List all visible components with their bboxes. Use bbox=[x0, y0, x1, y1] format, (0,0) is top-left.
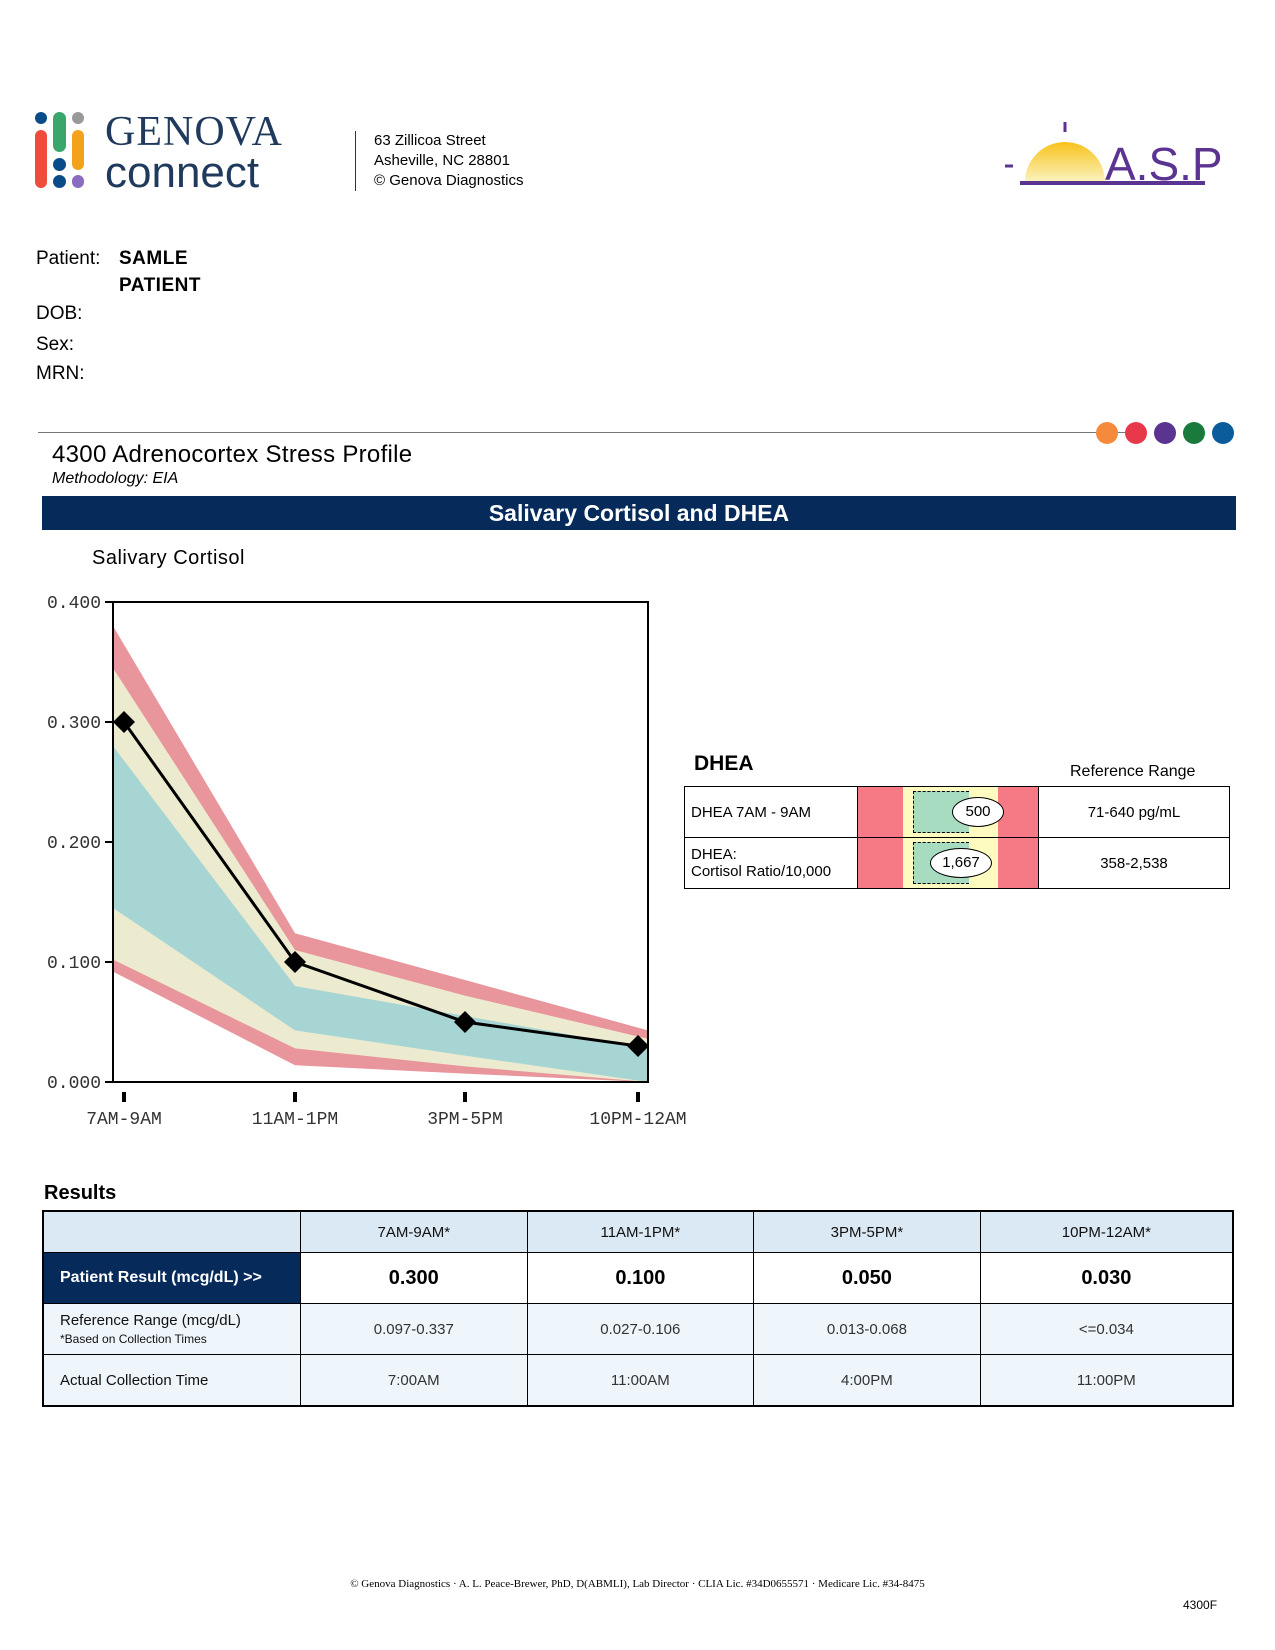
ref-label: Reference Range (mcg/dL) bbox=[60, 1312, 241, 1329]
patient-label: Patient: bbox=[36, 248, 101, 269]
y-tick-label: 0.000 bbox=[47, 1074, 101, 1094]
ref-value: 0.013-0.068 bbox=[753, 1303, 981, 1355]
x-tick-label: 7AM-9AM bbox=[86, 1110, 162, 1130]
chart-title: Salivary Cortisol bbox=[92, 547, 245, 569]
ref-note: *Based on Collection Times bbox=[60, 1332, 207, 1346]
data-point bbox=[284, 951, 306, 973]
row-label: Actual Collection Time bbox=[42, 1354, 301, 1407]
reference-row: Reference Range (mcg/dL) *Based on Collec… bbox=[42, 1303, 1234, 1355]
time-value: 11:00AM bbox=[526, 1354, 755, 1407]
color-dot bbox=[1212, 422, 1234, 444]
y-tick-label: 0.100 bbox=[47, 954, 101, 974]
mrn-label: MRN: bbox=[36, 363, 85, 384]
footer: © Genova Diagnostics · A. L. Peace-Brewe… bbox=[350, 1578, 925, 1590]
col-header: 3PM-5PM* bbox=[753, 1210, 981, 1253]
col-header: 7AM-9AM* bbox=[300, 1210, 528, 1253]
results-table: 7AM-9AM* 11AM-1PM* 3PM-5PM* 10PM-12AM* Pati… bbox=[42, 1210, 1234, 1407]
label-line: DHEA: bbox=[691, 846, 737, 863]
divider bbox=[38, 432, 1138, 433]
header-row: 7AM-9AM* 11AM-1PM* 3PM-5PM* 10PM-12AM* bbox=[42, 1210, 1234, 1253]
time-value: 11:00PM bbox=[979, 1354, 1234, 1407]
brand-genova: GENOVA bbox=[105, 109, 283, 155]
dhea-title: DHEA bbox=[694, 752, 754, 775]
methodology: Methodology: EIA bbox=[52, 470, 179, 487]
report-title: 4300 Adrenocortex Stress Profile bbox=[52, 441, 413, 468]
color-dot bbox=[1125, 422, 1147, 444]
dhea-ref: 71-640 pg/mL bbox=[1038, 786, 1230, 838]
color-dot bbox=[1183, 422, 1205, 444]
color-dot bbox=[1154, 422, 1176, 444]
col-header: 11AM-1PM* bbox=[526, 1210, 755, 1253]
dob-label: DOB: bbox=[36, 303, 83, 324]
patient-result-row: Patient Result (mcg/dL) >> 0.300 0.100 0.0… bbox=[42, 1252, 1234, 1304]
time-value: 7:00AM bbox=[300, 1354, 528, 1407]
ref-value: <=0.034 bbox=[979, 1303, 1234, 1355]
series-line bbox=[122, 721, 639, 1048]
y-tick-label: 0.200 bbox=[47, 834, 101, 854]
dhea-row: DHEA 7AM - 9AM 500 71-640 pg/mL bbox=[684, 786, 1230, 838]
patient-name: SAMLE bbox=[119, 248, 188, 269]
gauge-value: 500 bbox=[952, 797, 1004, 827]
dhea-label: DHEA: Cortisol Ratio/10,000 bbox=[684, 837, 858, 889]
sex-label: Sex: bbox=[36, 334, 75, 355]
ref-value: 0.097-0.337 bbox=[300, 1303, 528, 1355]
address-line: Asheville, NC 28801 bbox=[374, 152, 510, 169]
address-line: 63 Zillicoa Street bbox=[374, 132, 486, 149]
result-value: 0.300 bbox=[300, 1252, 528, 1304]
patient-name-2: PATIENT bbox=[119, 275, 201, 296]
genova-logo-mark bbox=[33, 112, 88, 192]
brand-connect: connect bbox=[105, 148, 260, 197]
dhea-gauge: 1,667 bbox=[857, 837, 1039, 889]
results-title: Results bbox=[44, 1182, 117, 1204]
y-tick-label: 0.300 bbox=[47, 714, 101, 734]
asp-logo: A.S.P bbox=[1005, 122, 1223, 187]
y-tick-label: 0.400 bbox=[47, 594, 101, 614]
row-label: Reference Range (mcg/dL) *Based on Collec… bbox=[42, 1303, 301, 1355]
row-label: Patient Result (mcg/dL) >> bbox=[42, 1252, 301, 1304]
result-value: 0.030 bbox=[979, 1252, 1234, 1304]
dhea-ref: 358-2,538 bbox=[1038, 837, 1230, 889]
data-point bbox=[627, 1035, 649, 1057]
dhea-table: DHEA 7AM - 9AM 500 71-640 pg/mL DHEA: Cor… bbox=[684, 786, 1230, 889]
address-line: © Genova Diagnostics bbox=[374, 172, 524, 189]
x-tick-label: 3PM-5PM bbox=[427, 1110, 503, 1130]
result-value: 0.100 bbox=[526, 1252, 755, 1304]
gauge-value: 1,667 bbox=[930, 848, 992, 878]
data-point bbox=[454, 1011, 476, 1033]
x-tick-label: 11AM-1PM bbox=[252, 1110, 338, 1130]
svg-text:A.S.P: A.S.P bbox=[1105, 138, 1223, 187]
reference-range-header: Reference Range bbox=[1070, 763, 1196, 780]
address: 63 Zillicoa Street Asheville, NC 28801 ©… bbox=[355, 131, 523, 191]
ref-value: 0.027-0.106 bbox=[526, 1303, 755, 1355]
band-teal bbox=[113, 746, 648, 1082]
section-banner: Salivary Cortisol and DHEA bbox=[42, 496, 1236, 530]
result-value: 0.050 bbox=[753, 1252, 981, 1304]
dhea-gauge: 500 bbox=[857, 786, 1039, 838]
collection-time-row: Actual Collection Time 7:00AM 11:00AM 4:00… bbox=[42, 1354, 1234, 1407]
dhea-row: DHEA: Cortisol Ratio/10,000 1,667 358-2,5… bbox=[684, 837, 1230, 889]
x-tick-label: 10PM-12AM bbox=[589, 1110, 686, 1130]
col-header: 10PM-12AM* bbox=[979, 1210, 1234, 1253]
form-code: 4300F bbox=[1183, 1598, 1218, 1612]
time-value: 4:00PM bbox=[753, 1354, 981, 1407]
dhea-label: DHEA 7AM - 9AM bbox=[684, 786, 858, 838]
data-point bbox=[113, 711, 135, 733]
cortisol-chart: 0.000 0.100 0.200 0.300 0.400 7AM-9AM 11AM-1PM… bbox=[47, 594, 687, 1130]
color-dot bbox=[1096, 422, 1118, 444]
label-line: Cortisol Ratio/10,000 bbox=[691, 863, 832, 880]
